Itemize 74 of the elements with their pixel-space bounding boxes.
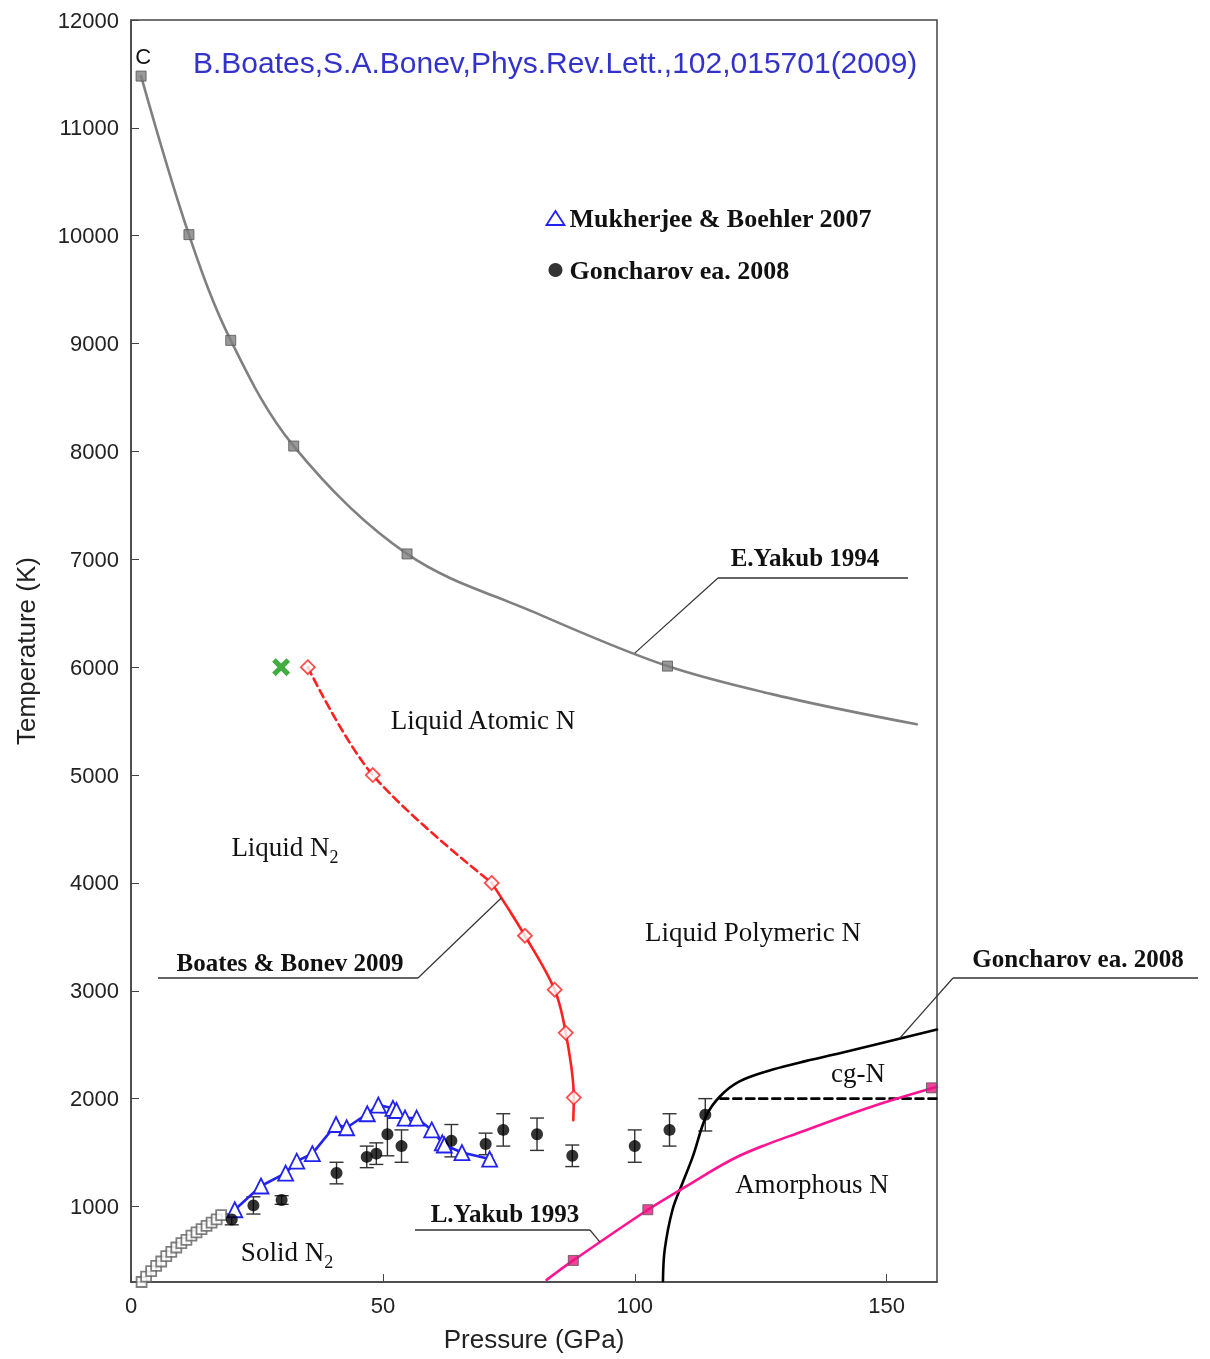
- annotation: cg-N: [831, 1058, 885, 1088]
- point: [445, 1134, 458, 1147]
- point: [277, 1164, 295, 1182]
- point: [481, 1150, 499, 1168]
- point: [483, 875, 500, 891]
- point: [642, 1204, 654, 1216]
- annotation: Boates & Bonev 2009: [176, 948, 404, 976]
- y-tick-label: 3000: [70, 978, 119, 1004]
- point: [330, 1167, 343, 1180]
- line-series: [661, 1028, 939, 1283]
- point: [299, 659, 316, 676]
- x-tick-label: 150: [868, 1292, 905, 1318]
- y-tick-label: 9000: [70, 331, 119, 357]
- annotation: Liquid Polymeric N: [645, 917, 861, 947]
- y-tick-label: 8000: [70, 438, 119, 464]
- x-tick-label: 0: [124, 1292, 138, 1318]
- y-tick-label: 1000: [70, 1194, 119, 1219]
- point: [423, 1121, 441, 1139]
- point: [699, 1108, 712, 1121]
- annotation: Liquid Atomic N: [390, 705, 576, 735]
- point: [925, 1082, 937, 1094]
- point: [546, 981, 563, 998]
- point: [135, 70, 147, 82]
- y-tick-label: 7000: [70, 546, 119, 572]
- y-tick-label: 2000: [70, 1086, 119, 1112]
- y-tick-label: 12000: [57, 7, 119, 33]
- point: [497, 1123, 510, 1136]
- point: [567, 1254, 579, 1266]
- annotation: E.Yakub 1994: [730, 543, 880, 571]
- point: [272, 658, 291, 677]
- point: [288, 1152, 306, 1170]
- y-tick-label: 10000: [57, 223, 119, 249]
- point: [401, 548, 413, 560]
- annotation: C: [135, 43, 152, 69]
- point: [358, 1105, 376, 1123]
- point: [288, 440, 300, 452]
- point: [661, 660, 673, 672]
- y-axis-title: Temperature (K): [11, 557, 41, 745]
- point: [517, 927, 533, 944]
- point: [388, 1102, 405, 1119]
- x-tick-label: 50: [370, 1292, 396, 1318]
- y-tick-label: 6000: [70, 654, 119, 680]
- point: [566, 1149, 579, 1162]
- annotation: Amorphous N: [735, 1169, 889, 1199]
- y-tick-label: 11000: [59, 115, 119, 141]
- point: [225, 334, 237, 346]
- point: [557, 1024, 574, 1041]
- point: [531, 1128, 544, 1141]
- y-tick-label: 5000: [70, 762, 119, 788]
- point: [183, 229, 195, 241]
- point: [369, 1096, 387, 1114]
- point: [628, 1140, 641, 1153]
- annotation: L.Yakub 1993: [430, 1199, 580, 1227]
- annotation: Goncharov ea. 2008: [972, 944, 1184, 972]
- point: [360, 1150, 373, 1163]
- point: [370, 1147, 383, 1160]
- y-tick-label: 4000: [70, 870, 119, 896]
- point: [338, 1119, 356, 1137]
- x-axis-title: Pressure (GPa): [443, 1324, 625, 1354]
- point: [215, 1209, 228, 1222]
- point: [381, 1128, 394, 1141]
- point: [453, 1144, 471, 1161]
- text: B.Boates,S.A.Bonev,Phys.Rev.Lett.,102,015701(2009): [193, 45, 918, 79]
- point: [408, 1109, 426, 1127]
- x-tick-label: 100: [616, 1292, 654, 1318]
- point: [395, 1140, 408, 1153]
- point: [565, 1089, 582, 1106]
- point: [479, 1137, 492, 1150]
- legend-label: Goncharov ea. 2008: [569, 255, 790, 285]
- legend-label: Mukherjee & Boehler 2007: [569, 203, 872, 233]
- point: [663, 1123, 676, 1136]
- point: [364, 767, 381, 783]
- point: [252, 1177, 270, 1195]
- point: [303, 1145, 321, 1163]
